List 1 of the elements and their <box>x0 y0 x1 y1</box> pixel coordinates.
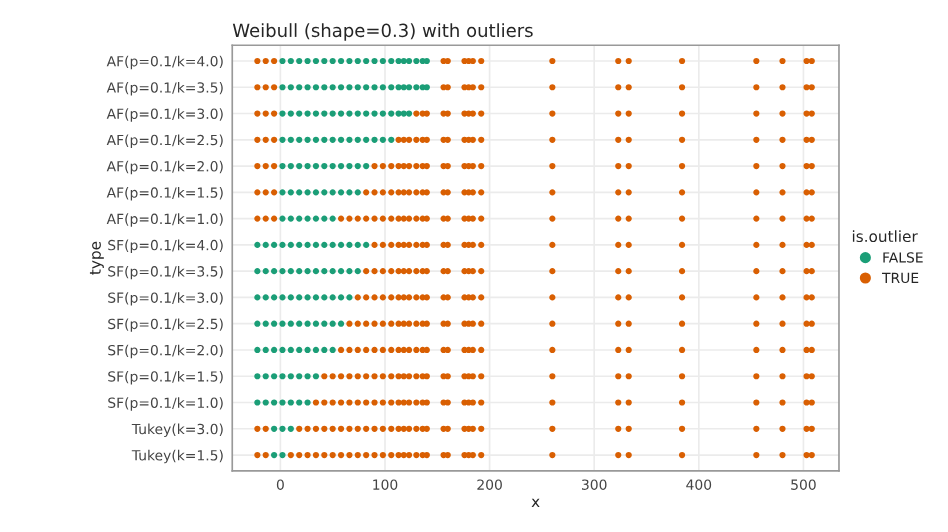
chart-title: Weibull (shape=0.3) with outliers <box>232 23 533 41</box>
